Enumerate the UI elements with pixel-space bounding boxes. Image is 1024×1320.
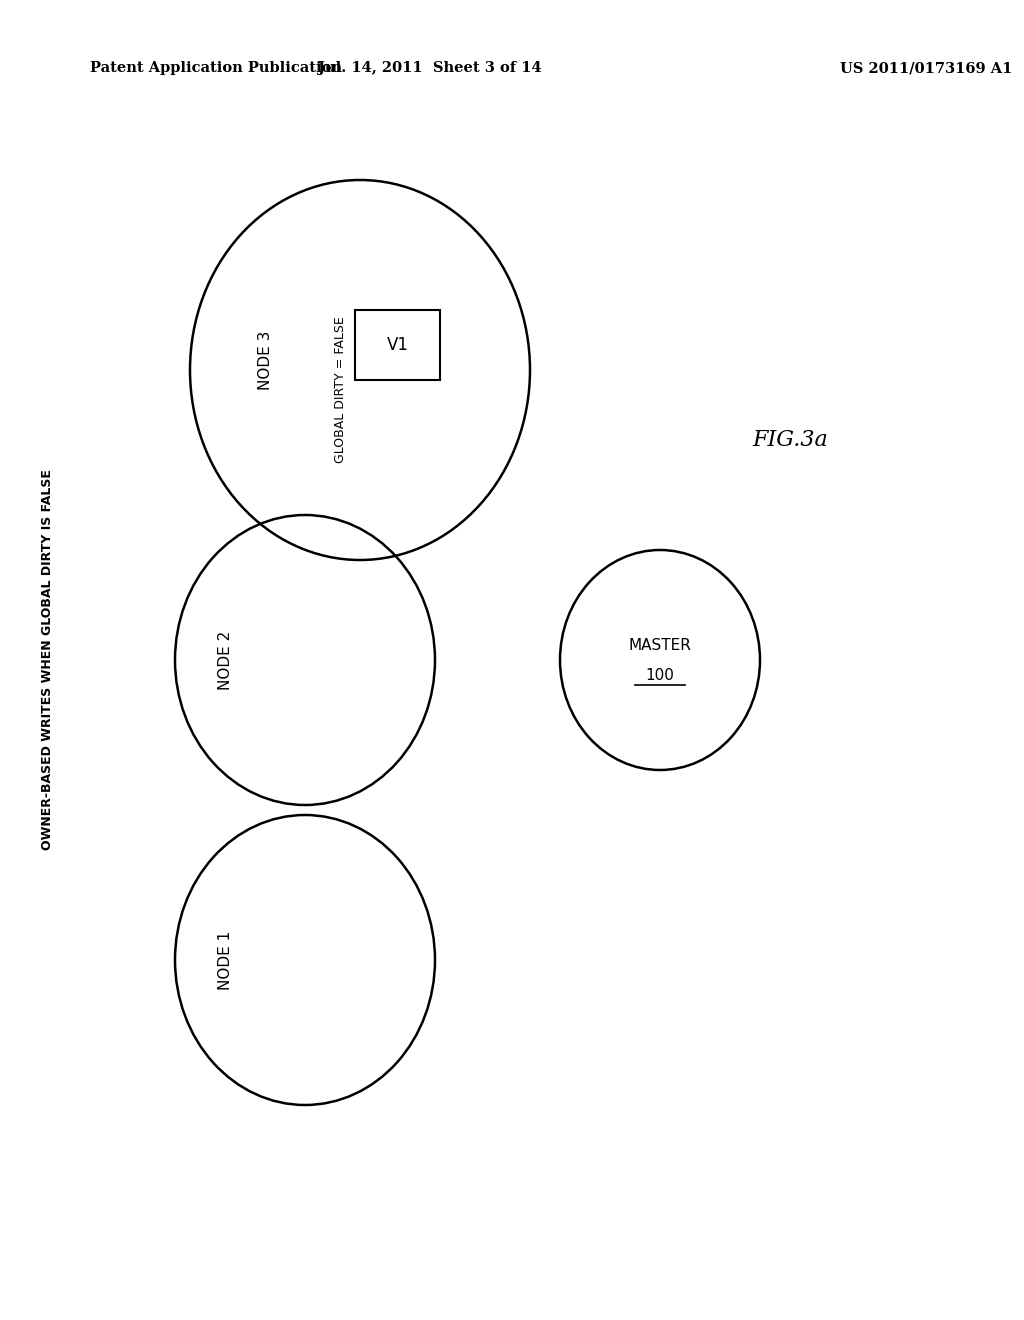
Text: 100: 100 xyxy=(645,668,675,682)
Bar xyxy=(355,310,440,380)
Text: NODE 3: NODE 3 xyxy=(257,330,272,389)
Text: OWNER-BASED WRITES WHEN GLOBAL DIRTY IS FALSE: OWNER-BASED WRITES WHEN GLOBAL DIRTY IS … xyxy=(42,470,54,850)
Text: V1: V1 xyxy=(386,337,409,354)
Text: FIG.3a: FIG.3a xyxy=(752,429,827,451)
Text: NODE 1: NODE 1 xyxy=(217,931,232,990)
Text: US 2011/0173169 A1: US 2011/0173169 A1 xyxy=(840,61,1013,75)
Text: GLOBAL DIRTY = FALSE: GLOBAL DIRTY = FALSE xyxy=(334,317,346,463)
Text: Jul. 14, 2011  Sheet 3 of 14: Jul. 14, 2011 Sheet 3 of 14 xyxy=(318,61,542,75)
Text: MASTER: MASTER xyxy=(629,638,691,652)
Text: Patent Application Publication: Patent Application Publication xyxy=(90,61,342,75)
Text: NODE 2: NODE 2 xyxy=(217,631,232,689)
